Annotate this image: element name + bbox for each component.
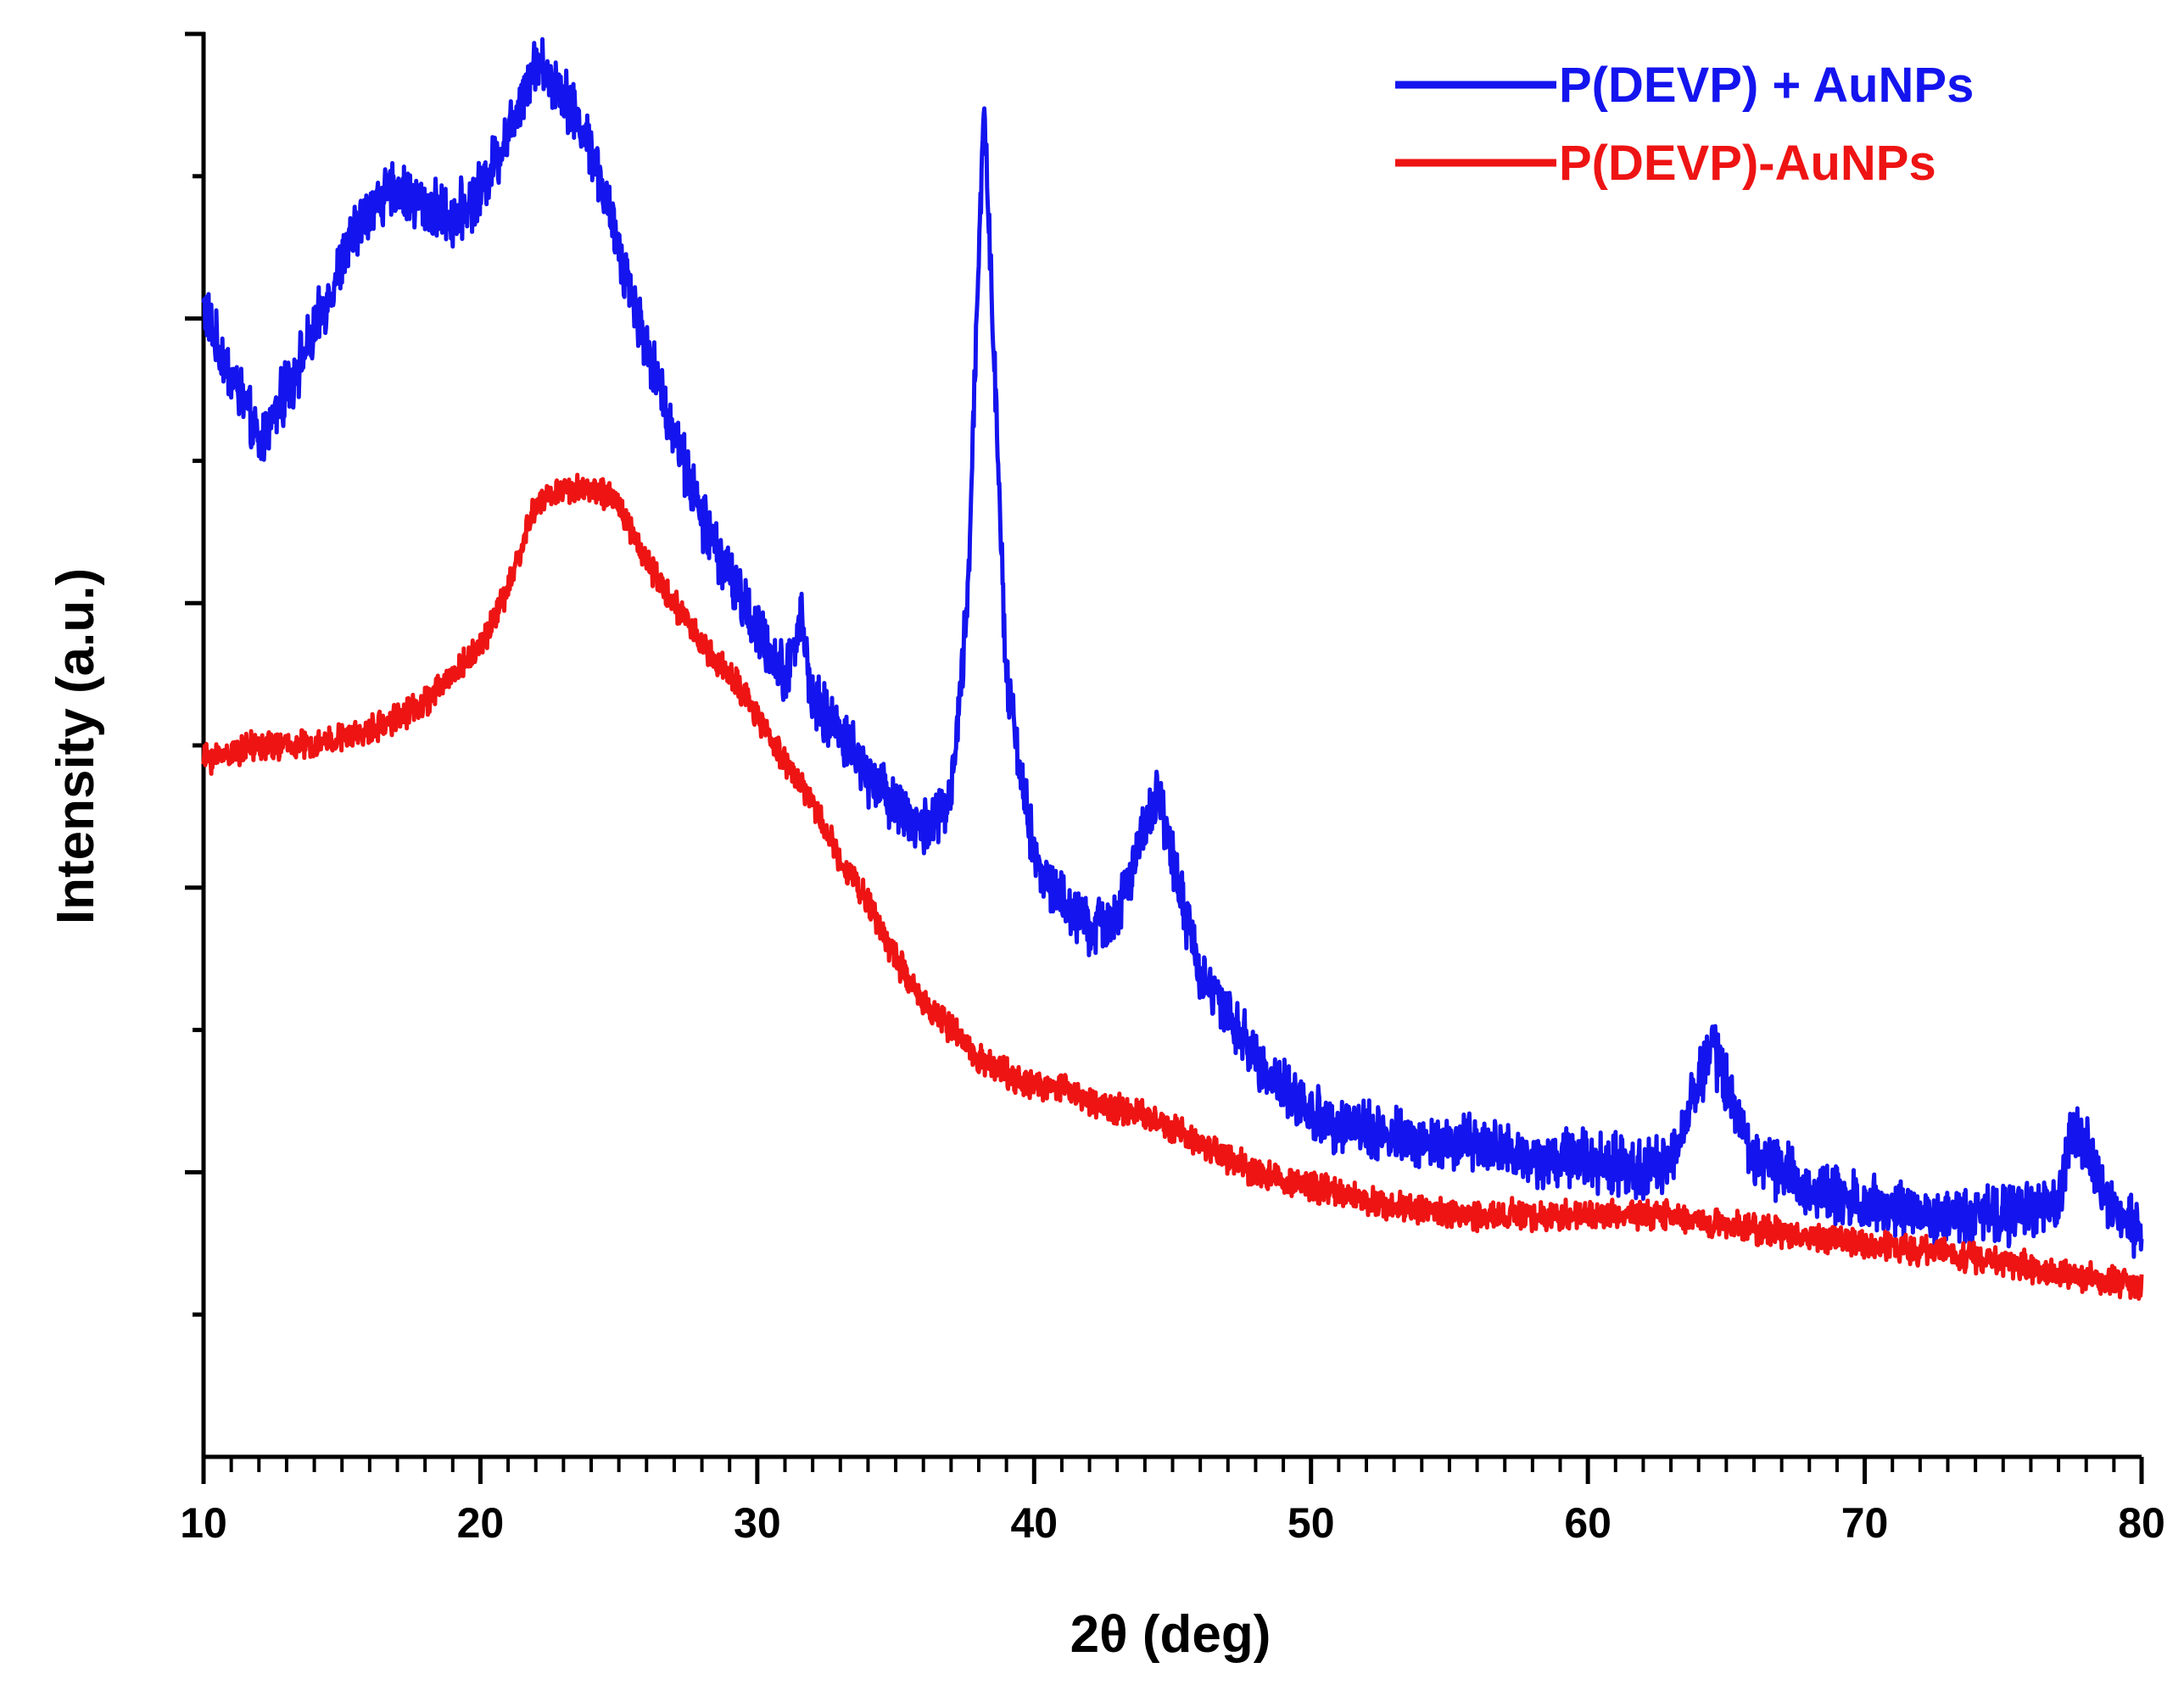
x-tick-label: 60	[1564, 1499, 1611, 1547]
series-line-1	[201, 472, 2144, 1301]
y-axis-title: Intensity (a.u.)	[47, 568, 105, 924]
x-tick-label: 30	[734, 1499, 781, 1547]
x-tick-label: 10	[180, 1499, 227, 1547]
series-lines	[201, 36, 2144, 1301]
series-line-0	[201, 36, 2144, 1259]
x-axis-tick-labels: 10 20 30 40 50 60 70 80	[180, 1499, 2165, 1547]
legend-label-1: P(DEVP)-AuNPs	[1559, 136, 1936, 191]
x-tick-label: 40	[1010, 1499, 1058, 1547]
plot-area: 10 20 30 40 50 60 70 80	[180, 31, 2165, 1547]
x-tick-label: 70	[1841, 1499, 1889, 1547]
x-axis-ticks	[201, 1457, 2144, 1484]
x-tick-label: 20	[457, 1499, 505, 1547]
x-tick-label: 80	[2118, 1499, 2165, 1547]
legend-label-0: P(DEVP) + AuNPs	[1559, 58, 1974, 113]
y-axis-ticks	[185, 174, 204, 1317]
x-tick-label: 50	[1287, 1499, 1335, 1547]
legend: P(DEVP) + AuNPs P(DEVP)-AuNPs	[1395, 58, 1974, 191]
x-axis-title: 2θ (deg)	[1070, 1605, 1271, 1664]
